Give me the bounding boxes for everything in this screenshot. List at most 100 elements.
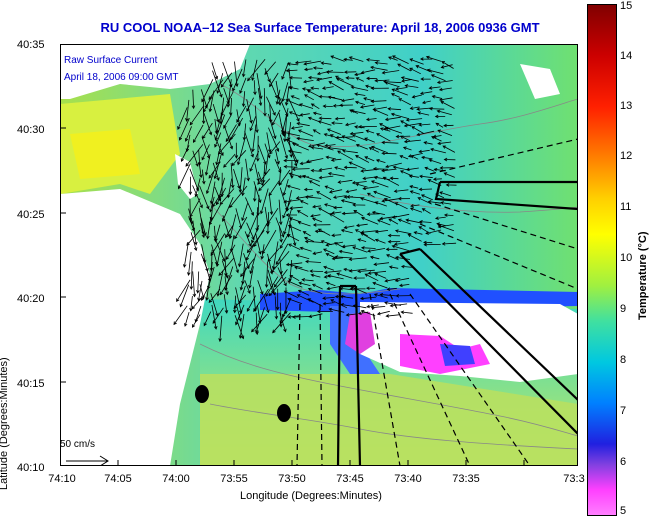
current-vector <box>439 166 454 170</box>
current-vector <box>372 166 388 171</box>
y-axis-label: Latitude (Degrees:Minutes) <box>0 357 10 490</box>
current-vector <box>384 126 403 134</box>
tick-marks <box>60 127 525 466</box>
current-vector <box>281 82 289 102</box>
current-vector <box>416 130 435 137</box>
current-vector <box>268 113 277 140</box>
current-vector <box>268 127 280 152</box>
current-vector <box>268 194 274 216</box>
current-vector <box>289 206 303 210</box>
current-vector <box>219 274 233 296</box>
current-vector <box>279 235 288 249</box>
current-vector <box>218 257 235 277</box>
current-vector <box>360 246 376 250</box>
current-vector <box>353 276 365 280</box>
current-vector <box>223 153 236 168</box>
current-vector <box>312 251 323 255</box>
current-vector <box>191 314 201 328</box>
current-vector <box>265 276 279 297</box>
current-vector <box>303 67 313 72</box>
current-vector <box>375 159 386 163</box>
current-vector <box>365 286 376 291</box>
current-vector <box>288 243 301 250</box>
current-vector <box>296 121 310 127</box>
current-vector <box>180 145 190 162</box>
current-vector <box>241 91 246 108</box>
current-vector <box>373 262 390 266</box>
current-vector <box>391 88 408 96</box>
current-vector <box>336 272 353 279</box>
current-vector <box>222 61 233 88</box>
current-vector <box>376 310 390 316</box>
current-vector <box>185 99 190 122</box>
current-vector <box>240 258 255 278</box>
current-vector <box>377 219 391 226</box>
current-vector <box>334 75 344 81</box>
current-vector <box>373 190 391 199</box>
current-vector <box>399 155 409 160</box>
current-vector <box>351 180 367 185</box>
current-vector <box>296 210 309 217</box>
current-vector <box>364 273 379 282</box>
current-vector <box>365 117 377 122</box>
current-vector <box>235 303 242 322</box>
current-vector <box>274 159 282 174</box>
current-vector <box>407 233 422 242</box>
south-green <box>200 374 578 466</box>
colorbar-tick: 8 <box>620 354 627 366</box>
current-vector <box>287 149 302 154</box>
current-vector <box>312 217 323 223</box>
current-vector <box>395 294 412 298</box>
current-vector <box>418 149 430 154</box>
current-vector <box>317 228 331 236</box>
current-vector <box>402 146 412 151</box>
current-vector <box>385 314 399 318</box>
current-vector <box>431 136 442 142</box>
current-vector <box>269 141 281 155</box>
current-vector <box>441 61 454 69</box>
current-vector <box>267 207 279 225</box>
current-vector <box>193 124 204 144</box>
current-vector <box>327 95 343 101</box>
current-vector <box>339 103 353 108</box>
current-vector <box>184 311 190 327</box>
current-vector <box>310 273 321 278</box>
current-vector <box>438 87 452 92</box>
dash-2 <box>319 303 323 466</box>
current-vector <box>345 76 355 80</box>
warm-water-patch-2 <box>70 129 140 179</box>
current-vector <box>216 187 227 206</box>
colorbar-tick: 14 <box>620 50 633 62</box>
ytick-label: 40:25 <box>17 209 45 221</box>
current-vector <box>304 94 314 101</box>
current-vector <box>443 172 455 178</box>
current-vector <box>352 246 368 253</box>
current-vector <box>218 315 223 343</box>
current-vector <box>255 207 259 232</box>
current-vector <box>354 72 364 77</box>
current-vector <box>386 287 397 291</box>
current-vector <box>322 296 335 300</box>
current-vector <box>348 268 367 273</box>
current-vector <box>326 128 342 135</box>
current-vector <box>203 112 213 136</box>
current-vector <box>437 141 452 146</box>
current-vector <box>286 184 301 190</box>
current-vector <box>340 228 353 234</box>
current-vector <box>187 251 192 276</box>
current-vector <box>198 161 203 179</box>
current-vector <box>236 105 247 123</box>
current-vector <box>231 250 239 274</box>
current-vector <box>350 85 369 91</box>
current-vector <box>316 309 333 314</box>
current-vector <box>352 203 366 207</box>
current-vector <box>389 303 408 308</box>
current-vector <box>364 137 375 143</box>
current-vector <box>208 161 221 179</box>
current-vector <box>354 155 370 163</box>
current-vector <box>440 64 453 69</box>
current-vector <box>409 190 421 195</box>
xtick-label: 73:35 <box>452 473 480 485</box>
current-vector <box>271 241 279 270</box>
current-vector <box>259 188 269 215</box>
